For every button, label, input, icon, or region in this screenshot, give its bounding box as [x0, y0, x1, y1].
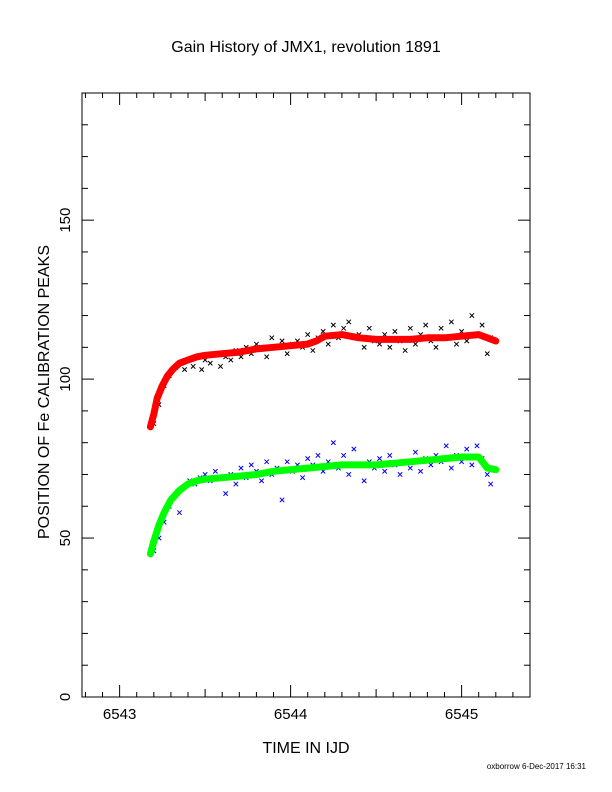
lower-points-point — [279, 497, 285, 503]
upper-points-point — [228, 357, 234, 363]
lower-points-point — [351, 446, 357, 452]
lower-fit-line — [146, 453, 500, 558]
lower-points-point — [258, 478, 265, 484]
axis-tick-labels: 6543 6544 6545 0 50 100 150 — [57, 208, 478, 723]
lower-points-point — [248, 462, 254, 468]
lower-points-point — [330, 440, 336, 446]
upper-points-point — [284, 351, 290, 357]
axis-ticks — [82, 92, 531, 698]
lower-points-point — [284, 459, 290, 465]
lower-points-point — [361, 478, 367, 484]
upper-fit-line — [146, 331, 500, 431]
upper-points-point — [479, 322, 485, 328]
upper-points-point — [438, 325, 444, 331]
lower-points-point — [212, 468, 218, 474]
lower-points-point — [346, 471, 352, 478]
lower-points-point — [176, 510, 183, 516]
lower-points-point — [382, 468, 388, 474]
y-tick-label: 0 — [57, 693, 74, 701]
lower-points-point — [387, 452, 393, 458]
upper-points-point — [310, 347, 316, 354]
upper-points-point — [269, 335, 275, 341]
upper-points-point — [448, 319, 454, 325]
lower-points-point — [448, 465, 454, 471]
upper-points-point — [402, 347, 408, 354]
y-tick-label: 150 — [57, 208, 74, 233]
upper-points-point — [199, 367, 205, 373]
y-tick-label: 50 — [57, 530, 74, 547]
lower-points-point — [376, 456, 383, 462]
x-tick-label: 6543 — [103, 706, 136, 723]
upper-points-point — [412, 341, 418, 347]
lower-points-point — [443, 443, 449, 449]
upper-points-point — [325, 341, 331, 347]
upper-points-point — [217, 363, 224, 369]
lower-points-point — [412, 449, 418, 455]
plot-frame — [81, 92, 531, 698]
x-tick-label: 6544 — [274, 706, 307, 723]
upper-points-point — [279, 338, 285, 344]
upper-points-point — [423, 322, 429, 328]
upper-points-point — [207, 360, 213, 366]
series-upper-fit — [146, 331, 500, 431]
upper-points-point — [464, 338, 470, 344]
series-upper-points — [151, 312, 494, 427]
lower-points-point — [264, 459, 270, 465]
upper-points-point — [366, 325, 372, 331]
upper-points-point — [182, 367, 188, 373]
y-tick-label: 100 — [57, 367, 74, 392]
upper-points-point — [346, 319, 352, 325]
upper-points-point — [469, 312, 475, 319]
footer-credit: oxborrow 6-Dec-2017 16:31 — [487, 762, 587, 771]
lower-points-point — [407, 465, 413, 471]
upper-points-point — [190, 363, 196, 369]
x-tick-label: 6545 — [445, 706, 478, 723]
plot-area — [146, 312, 500, 558]
upper-points-point — [484, 351, 490, 357]
lower-points-point — [238, 465, 244, 471]
lower-points-point — [305, 456, 311, 462]
lower-points-point — [233, 481, 239, 487]
lower-points-point — [488, 481, 494, 487]
x-axis-label: TIME IN IJD — [262, 740, 349, 757]
lower-points-point — [223, 490, 229, 497]
upper-points-point — [387, 344, 393, 350]
upper-points-point — [330, 322, 336, 328]
y-axis-label: POSITION OF Fe CALIBRATION PEAKS — [36, 245, 53, 539]
lower-points-point — [464, 446, 470, 452]
upper-points-point — [305, 332, 311, 338]
upper-points-point — [433, 344, 439, 350]
upper-points-point — [453, 341, 460, 347]
chart-title: Gain History of JMX1, revolution 1891 — [171, 39, 441, 56]
upper-points-point — [407, 325, 413, 331]
lower-points-point — [341, 452, 347, 458]
lower-points-point — [484, 471, 490, 478]
series-lower-fit — [146, 453, 500, 558]
lower-points-point — [474, 443, 480, 449]
lower-points-point — [397, 471, 403, 478]
upper-points-point — [341, 325, 347, 331]
upper-points-point — [392, 328, 398, 334]
lower-points-point — [315, 452, 321, 458]
upper-points-point — [264, 354, 270, 360]
upper-points-point — [361, 344, 367, 350]
lower-points-point — [418, 468, 424, 474]
lower-points-point — [300, 475, 306, 481]
lower-points-point — [469, 462, 475, 468]
